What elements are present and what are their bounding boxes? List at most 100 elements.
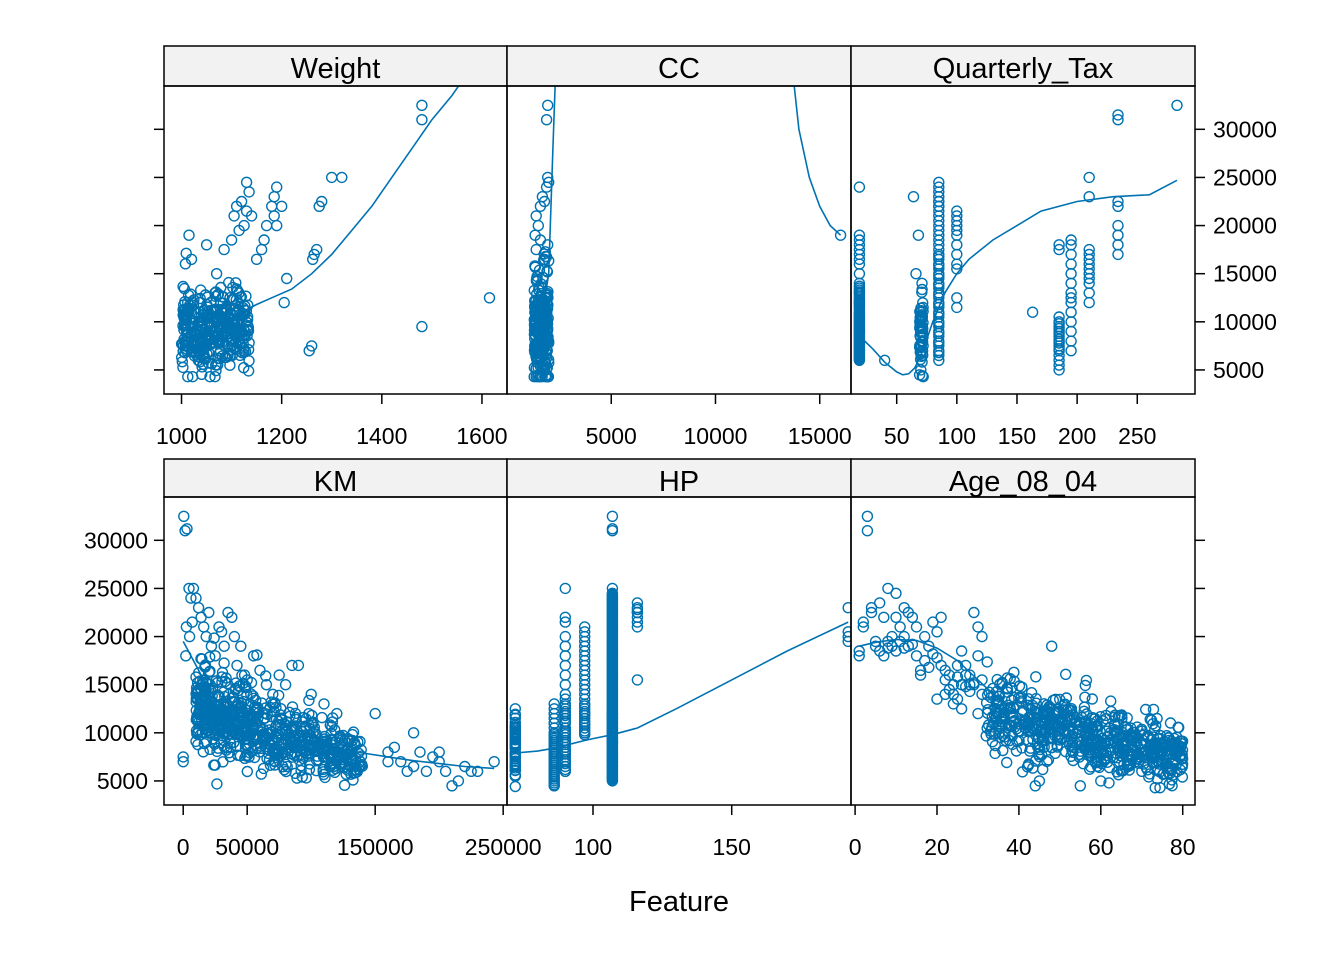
data-point: [1149, 782, 1161, 794]
data-point: [861, 525, 874, 537]
data-point: [316, 195, 328, 208]
data-point: [255, 768, 267, 780]
data-point: [559, 669, 571, 681]
data-point: [559, 715, 571, 727]
data-point: [898, 630, 910, 643]
data-point: [530, 210, 542, 222]
data-point: [295, 760, 307, 772]
data-point: [509, 712, 521, 724]
data-point: [1074, 780, 1087, 792]
data-point: [242, 299, 254, 311]
panel-strip: [850, 45, 1196, 87]
data-point: [1113, 709, 1126, 722]
data-point: [312, 754, 324, 766]
data-point: [1083, 190, 1095, 203]
data-point: [196, 698, 208, 711]
panel-strip-label: Quarterly_Tax: [933, 53, 1114, 85]
data-point: [272, 719, 284, 731]
data-point: [559, 650, 571, 662]
data-point: [509, 721, 521, 733]
data-point: [416, 113, 428, 126]
data-point: [271, 219, 283, 232]
data-point: [280, 758, 292, 770]
data-point: [1152, 764, 1164, 777]
data-point: [311, 243, 323, 256]
data-point: [1012, 725, 1024, 737]
data-point: [247, 650, 260, 662]
data-point: [188, 346, 201, 358]
data-point: [843, 0, 853, 5]
data-point: [890, 587, 902, 599]
data-point: [879, 354, 891, 366]
data-point: [229, 684, 242, 696]
data-point: [177, 751, 189, 763]
data-point: [606, 736, 619, 749]
data-point: [1144, 713, 1156, 726]
data-point: [1008, 675, 1020, 687]
data-point: [241, 674, 253, 686]
data-point: [559, 659, 571, 672]
data-point: [1111, 725, 1123, 737]
data-point: [531, 275, 543, 288]
data-point: [559, 712, 571, 725]
data-point: [238, 219, 250, 232]
data-point: [509, 716, 521, 729]
data-point: [279, 679, 292, 691]
data-point: [1083, 171, 1095, 184]
data-point: [1065, 316, 1077, 328]
data-point: [1077, 758, 1090, 770]
data-point: [204, 371, 216, 383]
data-point: [548, 727, 560, 739]
panel-km: KM 0 50000 150000 250000: [163, 458, 542, 860]
data-point: [1120, 721, 1132, 733]
data-point: [509, 762, 521, 774]
x-tick-label: 60: [1088, 834, 1114, 860]
data-point: [980, 730, 992, 742]
data-point: [221, 340, 234, 352]
data-point: [843, 0, 853, 5]
data-point: [1030, 713, 1043, 726]
data-point: [291, 772, 303, 784]
data-point: [177, 309, 189, 321]
data-point: [916, 286, 928, 298]
data-point: [240, 176, 253, 189]
data-point: [303, 694, 315, 707]
data-point: [286, 701, 299, 713]
data-point: [197, 621, 210, 633]
data-point: [186, 296, 199, 308]
data-point: [606, 765, 619, 777]
data-point: [972, 650, 984, 662]
data-point: [1112, 200, 1124, 213]
smooth-curve: [515, 621, 849, 754]
data-point: [1030, 671, 1042, 683]
data-point: [244, 729, 257, 742]
data-point: [336, 171, 348, 184]
data-point: [579, 722, 591, 734]
data-point: [843, 0, 853, 5]
y-tick-label-left: 10000: [84, 720, 148, 746]
data-point: [216, 676, 228, 688]
data-point: [208, 759, 220, 771]
data-point: [1079, 691, 1091, 703]
data-point: [268, 210, 280, 222]
x-tick-label: 5000: [586, 423, 637, 449]
panel-plot-area: [853, 0, 1183, 383]
panel-plot-area: [528, 86, 847, 383]
data-point: [182, 371, 194, 383]
data-point: [548, 756, 560, 768]
data-point: [211, 676, 224, 689]
data-point: [1172, 0, 1182, 5]
data-point: [1026, 306, 1039, 318]
data-point: [861, 510, 874, 522]
data-point: [1109, 719, 1121, 731]
data-point: [198, 737, 211, 750]
data-point: [260, 219, 273, 232]
data-point: [910, 268, 922, 280]
data-point: [204, 678, 216, 691]
data-point: [336, 758, 349, 770]
data-point: [542, 286, 554, 298]
data-point: [531, 270, 543, 283]
data-point: [951, 258, 963, 270]
data-point: [179, 311, 192, 323]
data-point: [351, 766, 363, 778]
